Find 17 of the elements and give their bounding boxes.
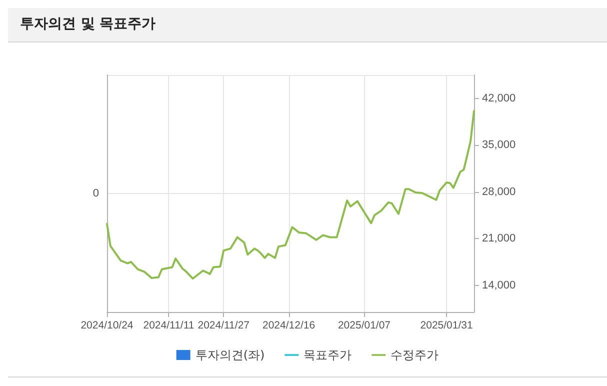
legend-label: 목표주가 (304, 348, 352, 362)
x-tick-label: 2024/11/27 (198, 320, 250, 332)
y2-tick-label: 14,000 (482, 279, 516, 292)
text: 0 (92, 188, 99, 200)
x-tick-label: 2024/12/16 (262, 320, 316, 332)
y2-tick-label: 35,000 (482, 139, 516, 152)
x-tick-label: 2024/11/11 (143, 320, 194, 332)
legend-label: 수정주가 (390, 348, 439, 362)
y2-tick-label: 21,000 (482, 232, 516, 245)
chart-title: 투자의견 및 목표주가 (20, 16, 156, 32)
x-tick-label: 2025/01/31 (420, 320, 473, 332)
line-series (106, 110, 475, 280)
y2-tick-label: 28,000 (482, 186, 516, 198)
y2-tick-label: 42,000 (482, 92, 516, 104)
x-tick-label: 2024/10/24 (80, 320, 134, 332)
x-tick-label: 2025/01/07 (338, 320, 391, 332)
legend-label: 투자의견(좌) (195, 348, 265, 362)
